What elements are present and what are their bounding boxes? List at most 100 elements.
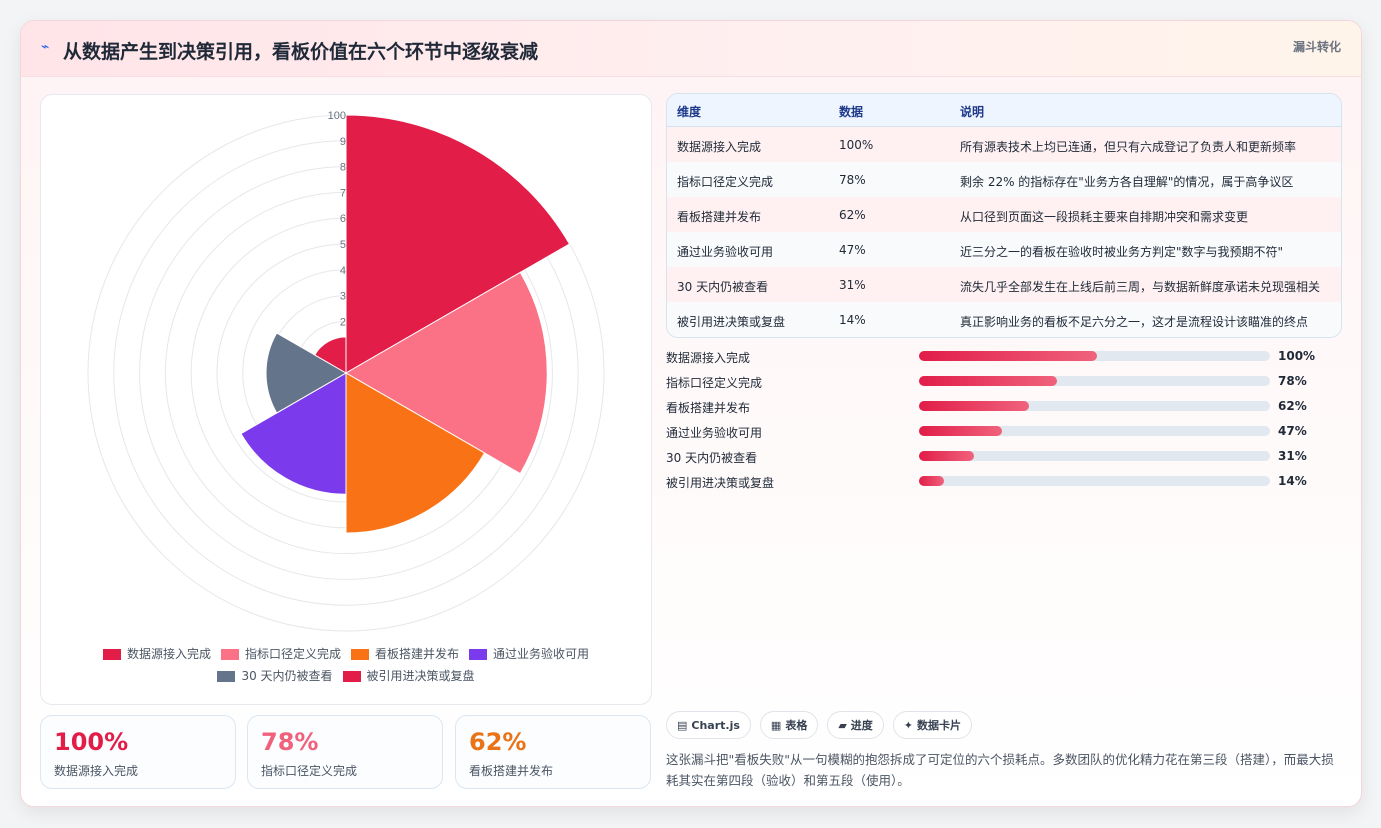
progress-value: 100% — [1278, 349, 1316, 363]
progress-row: 通过业务验收可用 47% — [666, 421, 1340, 441]
progress-row: 指标口径定义完成 78% — [666, 371, 1340, 391]
progress-track — [919, 376, 1270, 386]
page-title: 从数据产生到决策引用，看板价值在六个环节中逐级衰减 — [63, 41, 539, 63]
progress-value: 47% — [1278, 424, 1307, 438]
r-tick-label: 6 — [340, 213, 346, 225]
polar-sector[interactable] — [240, 372, 347, 495]
stat-label: 数据源接入完成 — [54, 764, 139, 778]
sparkle-icon: ✦ — [903, 718, 914, 732]
table-row: 被引用进决策或复盘 14% 真正影响业务的看板不足六分之一，这才是流程设计该瞄准的终… — [667, 302, 1341, 337]
stat-value: 100% — [54, 728, 129, 756]
cell-dimension: 被引用进决策或复盘 — [677, 315, 786, 329]
cell-data: 14% — [839, 313, 866, 327]
legend-label: 30 天内仍被查看 — [241, 669, 333, 683]
chip-1[interactable]: ▤ Chart.js — [666, 711, 751, 739]
progress-label: 30 天内仍被查看 — [666, 451, 758, 465]
header-bar: ⌁ 从数据产生到决策引用，看板价值在六个环节中逐级衰减 漏斗转化 — [21, 21, 1361, 77]
legend-item[interactable]: 通过业务验收可用 — [469, 643, 589, 665]
stat-card-2: 78% 指标口径定义完成 — [247, 715, 443, 789]
progress-value: 78% — [1278, 374, 1307, 388]
stat-value: 78% — [261, 728, 319, 756]
stat-card-1: 100% 数据源接入完成 — [40, 715, 236, 789]
r-tick-label: 8 — [340, 162, 346, 174]
table-row: 30 天内仍被查看 31% 流失几乎全部发生在上线后前三周，与数据新鲜度承诺未兑现强… — [667, 267, 1341, 303]
stat-value: 62% — [469, 728, 527, 756]
cell-dimension: 数据源接入完成 — [677, 140, 762, 154]
legend-item[interactable]: 30 天内仍被查看 — [217, 665, 333, 687]
progress-label: 看板搭建并发布 — [666, 401, 751, 415]
legend-swatch — [342, 670, 361, 682]
legend-item[interactable]: 数据源接入完成 — [102, 643, 211, 665]
cell-data: 78% — [839, 173, 866, 187]
chip-4[interactable]: ✦ 数据卡片 — [892, 711, 973, 739]
legend-swatch — [351, 648, 369, 660]
progress-label: 数据源接入完成 — [666, 351, 751, 365]
progress-track — [919, 451, 1270, 461]
legend-label: 数据源接入完成 — [126, 647, 211, 661]
header-dimension: 维度 — [677, 105, 702, 119]
legend-swatch — [469, 648, 488, 660]
legend-item[interactable]: 指标口径定义完成 — [220, 643, 341, 665]
cell-dimension: 30 天内仍被查看 — [677, 280, 769, 294]
legend-row: 30 天内仍被查看 被引用进决策或复盘 — [41, 665, 651, 687]
progress-track — [919, 476, 1270, 486]
r-tick-label: 7 — [340, 187, 346, 199]
stat-label: 看板搭建并发布 — [469, 764, 554, 778]
chip-3[interactable]: ▰ 进度 — [827, 711, 884, 739]
header-description: 说明 — [960, 105, 985, 119]
progress-fill — [919, 351, 1097, 361]
legend-row: 数据源接入完成 指标口径定义完成 看板搭建并发布 通过业务验收可用 — [41, 643, 651, 665]
progress-label: 指标口径定义完成 — [666, 376, 763, 390]
cell-description: 流失几乎全部发生在上线后前三周，与数据新鲜度承诺未兑现强相关 — [960, 280, 1321, 294]
legend-label: 指标口径定义完成 — [244, 647, 341, 661]
cell-data: 47% — [839, 243, 866, 257]
table-icon: ▦ — [770, 718, 782, 732]
legend-swatch — [220, 648, 239, 660]
chip-label: 进度 — [850, 719, 873, 732]
progress-label: 通过业务验收可用 — [666, 426, 763, 440]
category-tag: 漏斗转化 — [1292, 40, 1341, 54]
legend-item[interactable]: 看板搭建并发布 — [351, 643, 459, 665]
cell-description: 剩余 22% 的指标存在"业务方各自理解"的情况，属于高争议区 — [960, 175, 1294, 189]
cell-data: 100% — [839, 138, 874, 152]
chart-icon: ▤ — [677, 718, 688, 732]
polar-sector[interactable] — [344, 271, 548, 475]
polar-sector[interactable] — [345, 114, 571, 374]
r-tick-label: 3 — [340, 291, 346, 303]
progress-value: 14% — [1278, 474, 1307, 488]
progress-row: 30 天内仍被查看 31% — [666, 446, 1340, 466]
progress-row: 数据源接入完成 100% — [666, 346, 1340, 366]
progress-fill — [919, 451, 975, 461]
table-row: 通过业务验收可用 47% 近三分之一的看板在验收时被业务方判定"数字与我预期不符" — [667, 232, 1341, 268]
cell-dimension: 看板搭建并发布 — [677, 210, 762, 224]
progress-track — [919, 426, 1270, 436]
r-tick-label: 4 — [340, 265, 346, 277]
legend-swatch — [102, 648, 121, 660]
summary-text: 这张漏斗把"看板失败"从一句模糊的抱怨拆成了可定位的六个损耗点。多数团队的优化精… — [666, 752, 1334, 788]
r-tick-label: 9 — [340, 136, 346, 148]
chip-label: 数据卡片 — [917, 719, 962, 732]
lightning-icon: ⌁ — [41, 39, 50, 55]
chip-2[interactable]: ▦ 表格 — [759, 711, 819, 739]
progress-label: 被引用进决策或复盘 — [666, 476, 775, 490]
legend-swatch — [217, 670, 236, 682]
r-tick-label: 2 — [340, 316, 346, 328]
cell-description: 真正影响业务的看板不足六分之一，这才是流程设计该瞄准的终点 — [960, 315, 1309, 329]
data-table: 维度 数据 说明 数据源接入完成 100% 所有源表技术上均已连通，但只有六成登记了… — [666, 93, 1342, 338]
table-row: 数据源接入完成 100% 所有源表技术上均已连通，但只有六成登记了负责人和更新频率 — [667, 127, 1341, 163]
feature-chips: ▤ Chart.js ▦ 表格 ▰ 进度 ✦ 数据卡片 — [666, 711, 973, 739]
r-tick-label: 100 — [328, 110, 346, 122]
progress-fill — [919, 476, 944, 486]
cell-description: 所有源表技术上均已连通，但只有六成登记了负责人和更新频率 — [960, 140, 1297, 154]
polar-sector[interactable] — [345, 372, 486, 534]
chart-legend: 数据源接入完成 指标口径定义完成 看板搭建并发布 通过业务验收可用 30 天内仍被查看 被… — [41, 643, 651, 687]
chip-label: 表格 — [785, 719, 808, 732]
progress-fill — [919, 376, 1057, 386]
progress-value: 31% — [1278, 449, 1307, 463]
progress-track — [919, 401, 1270, 411]
polar-sector[interactable] — [314, 336, 347, 374]
chip-label: Chart.js — [691, 718, 740, 732]
legend-item[interactable]: 被引用进决策或复盘 — [342, 665, 475, 687]
polar-sector[interactable] — [265, 332, 348, 414]
